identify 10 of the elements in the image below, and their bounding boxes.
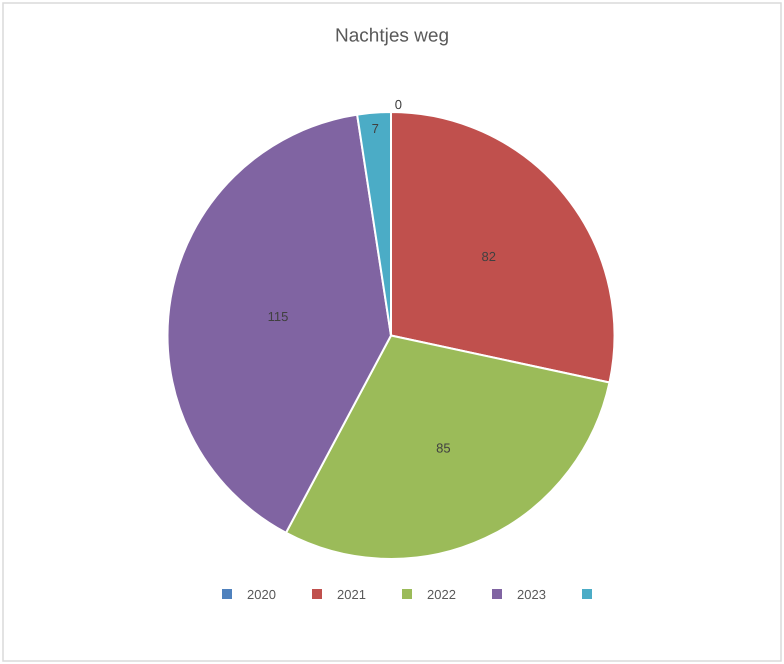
- data-label: 115: [268, 308, 288, 324]
- text: 0: [394, 97, 402, 112]
- data-label: 85: [436, 440, 451, 456]
- legend-label: 2023: [517, 587, 546, 602]
- legend-label: 2021: [337, 587, 366, 602]
- data-label: 82: [482, 249, 496, 264]
- legend-label: 2022: [427, 587, 456, 602]
- legend-label: 2020: [247, 587, 276, 602]
- data-label: 7: [372, 120, 379, 136]
- chart-title: Nachtjes weg: [334, 26, 450, 47]
